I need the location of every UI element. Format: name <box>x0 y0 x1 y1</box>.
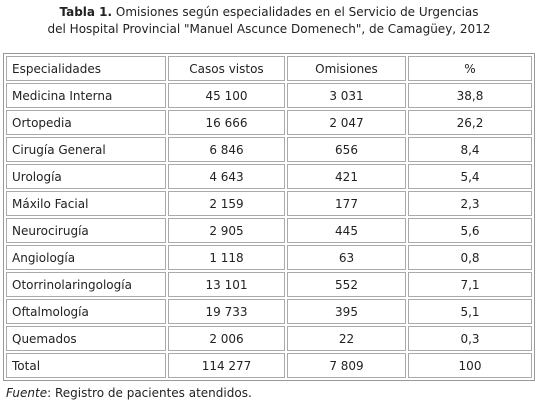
cell: 16 666 <box>168 110 285 135</box>
cell: Quemados <box>6 326 166 351</box>
cell: 4 643 <box>168 164 285 189</box>
cell: 26,2 <box>408 110 532 135</box>
cell: 13 101 <box>168 272 285 297</box>
cell: 177 <box>287 191 406 216</box>
caption-text: Omisiones según especialidades en el Ser… <box>115 5 479 19</box>
cell: 5,6 <box>408 218 532 243</box>
footnote-label: Fuente <box>6 386 48 400</box>
cell: 22 <box>287 326 406 351</box>
cell: 7 809 <box>287 353 406 378</box>
cell: 3 031 <box>287 83 406 108</box>
cell: 63 <box>287 245 406 270</box>
cell: 5,1 <box>408 299 532 324</box>
cell: 45 100 <box>168 83 285 108</box>
cell: 19 733 <box>168 299 285 324</box>
cell: 445 <box>287 218 406 243</box>
cell: 114 277 <box>168 353 285 378</box>
row: Ortopedia 16 666 2 047 26,2 <box>6 110 532 135</box>
caption-text: del Hospital Provincial "Manuel Ascunce … <box>47 22 491 36</box>
row: Quemados 2 006 22 0,3 <box>6 326 532 351</box>
header-cell: Especialidades <box>6 56 166 81</box>
row: Máxilo Facial 2 159 177 2,3 <box>6 191 532 216</box>
cell: 6 846 <box>168 137 285 162</box>
cell: 395 <box>287 299 406 324</box>
footnote-text: : Registro de pacientes atendidos. <box>47 386 252 400</box>
header-cell: % <box>408 56 532 81</box>
row: Total 114 277 7 809 100 <box>6 353 532 378</box>
header-row: Especialidades Casos vistos Omisiones% <box>6 56 532 81</box>
cell: Oftalmología <box>6 299 166 324</box>
caption-label: Tabla 1. <box>59 5 113 19</box>
cell: 2,3 <box>408 191 532 216</box>
row: Oftalmología 19 733 395 5,1 <box>6 299 532 324</box>
cell: Neurocirugía <box>6 218 166 243</box>
row: Angiología 1 118 63 0,8 <box>6 245 532 270</box>
cell: 5,4 <box>408 164 532 189</box>
table: Especialidades Casos vistos Omisiones% Medi… <box>3 53 535 381</box>
row: Neurocirugía 2 905 445 5,6 <box>6 218 532 243</box>
cell: Ortopedia <box>6 110 166 135</box>
row: Medicina Interna 45 100 3 031 38,8 <box>6 83 532 108</box>
cell: Total <box>6 353 166 378</box>
cell: 7,1 <box>408 272 532 297</box>
cell: 0,8 <box>408 245 532 270</box>
cell: 38,8 <box>408 83 532 108</box>
cell: Cirugía General <box>6 137 166 162</box>
cell: Angiología <box>6 245 166 270</box>
cell: 2 159 <box>168 191 285 216</box>
cell: 8,4 <box>408 137 532 162</box>
cell: 1 118 <box>168 245 285 270</box>
cell: Urología <box>6 164 166 189</box>
header-cell: Omisiones <box>287 56 406 81</box>
caption: Tabla 1. Omisiones según especialidades … <box>0 4 538 38</box>
cell: 421 <box>287 164 406 189</box>
row: Cirugía General 6 846 656 8,4 <box>6 137 532 162</box>
cell: Máxilo Facial <box>6 191 166 216</box>
cell: 552 <box>287 272 406 297</box>
footnote: Fuente: Registro de pacientes atendidos. <box>6 386 252 400</box>
cell: 0,3 <box>408 326 532 351</box>
cell: 2 006 <box>168 326 285 351</box>
cell: Otorrinolaringología <box>6 272 166 297</box>
cell: Medicina Interna <box>6 83 166 108</box>
cell: 2 047 <box>287 110 406 135</box>
cell: 2 905 <box>168 218 285 243</box>
cell: 100 <box>408 353 532 378</box>
row: Otorrinolaringología 13 101 552 7,1 <box>6 272 532 297</box>
row: Urología 4 643 421 5,4 <box>6 164 532 189</box>
header-cell: Casos vistos <box>168 56 285 81</box>
cell: 656 <box>287 137 406 162</box>
